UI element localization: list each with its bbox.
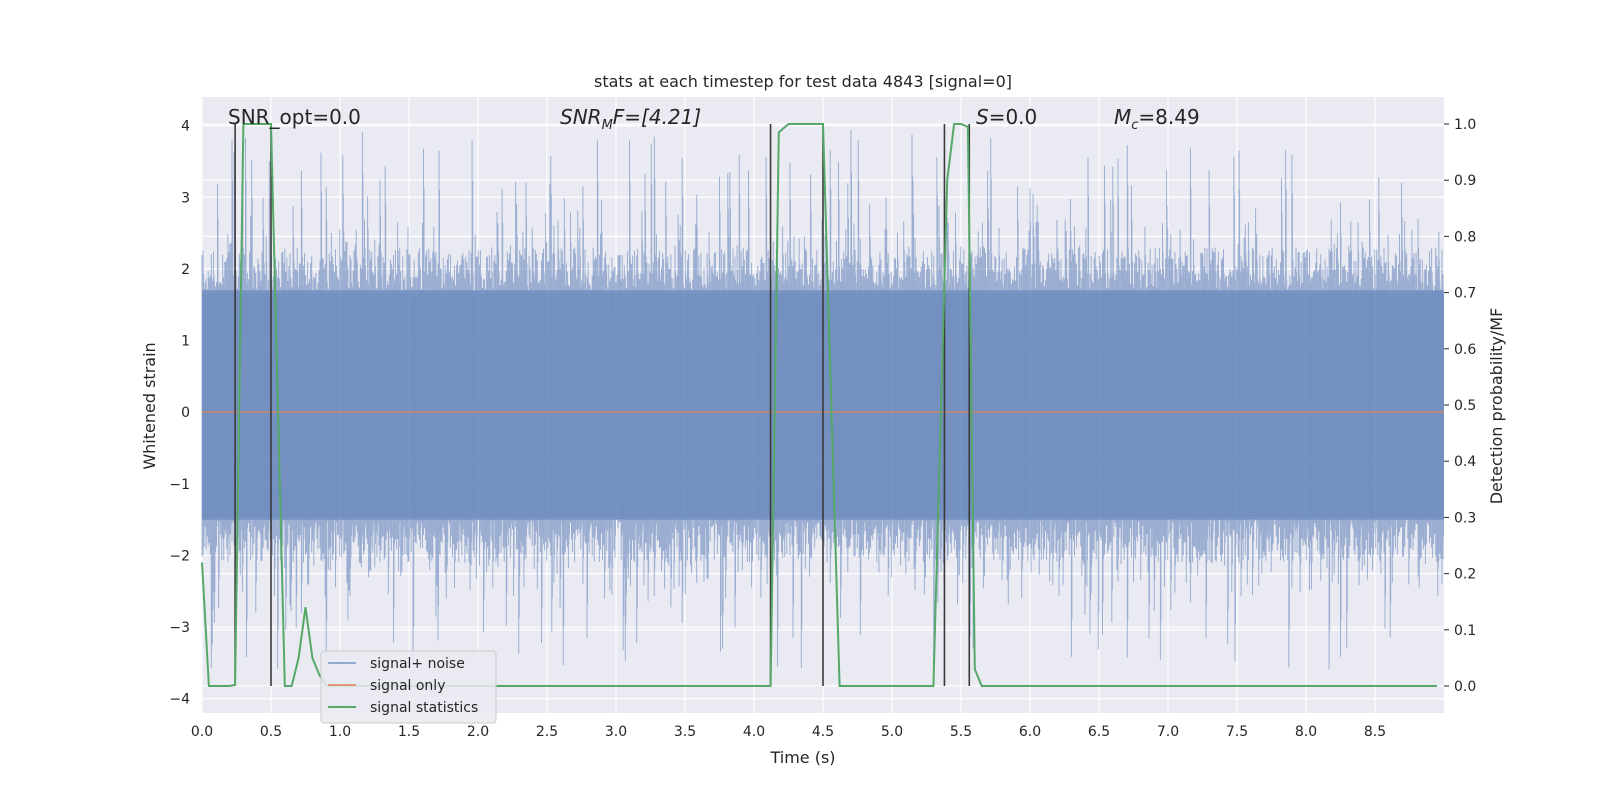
x-tick-label: 8.5 xyxy=(1364,724,1386,740)
y2-tick-label: 0.4 xyxy=(1454,454,1476,470)
x-axis-label: Time (s) xyxy=(769,748,835,767)
y-tick-label: −1 xyxy=(169,477,190,493)
x-tick-label: 3.5 xyxy=(674,724,696,740)
annotation-snr-opt: SNR_opt=0.0 xyxy=(228,105,361,129)
chart-title: stats at each timestep for test data 484… xyxy=(594,72,1012,91)
y2-tick-label: 1.0 xyxy=(1454,117,1476,133)
y2-tick-label: 0.1 xyxy=(1454,623,1476,639)
x-tick-label: 8.0 xyxy=(1295,724,1317,740)
y-tick-label: 2 xyxy=(181,262,190,278)
y2-tick-label: 0.8 xyxy=(1454,229,1476,245)
x-tick-label: 4.0 xyxy=(743,724,765,740)
y-tick-label: 1 xyxy=(181,334,190,350)
x-tick-label: 0.0 xyxy=(191,724,213,740)
y2-tick-label: 0.7 xyxy=(1454,286,1476,302)
x-tick-label: 6.5 xyxy=(1088,724,1110,740)
y-tick-label: 3 xyxy=(181,190,190,206)
y-axis-label: Whitened strain xyxy=(140,342,159,469)
y2-axis-label: Detection probability/MF xyxy=(1487,308,1506,505)
y-tick-label: −3 xyxy=(169,620,190,636)
y2-tick-label: 0.6 xyxy=(1454,342,1476,358)
annotation-snr-mf: SNRMF=[4.21] xyxy=(560,105,701,133)
annotation-s: S=0.0 xyxy=(976,105,1037,129)
y-axis-ticks: 4 3 2 1 0 −1 −2 −3 −4 xyxy=(169,119,190,708)
x-tick-label: 5.5 xyxy=(950,724,972,740)
y2-axis-ticks: 1.0 0.9 0.8 0.7 0.6 0.5 0.4 0.3 0.2 0.1 0.0 xyxy=(1444,117,1476,695)
y2-tick-label: 0.0 xyxy=(1454,679,1476,695)
x-tick-label: 5.0 xyxy=(881,724,903,740)
x-tick-label: 2.0 xyxy=(467,724,489,740)
signal-statistics-series xyxy=(201,123,1438,687)
legend-box xyxy=(320,650,497,724)
vertical-markers xyxy=(234,123,971,687)
x-tick-label: 6.0 xyxy=(1019,724,1041,740)
signal-statistics-line xyxy=(201,123,1438,687)
x-tick-label: 2.5 xyxy=(536,724,558,740)
x-tick-label: 1.5 xyxy=(398,724,420,740)
annotations: SNR_opt=0.0 SNRMF=[4.21] S=0.0 Mc=8.49 xyxy=(228,105,1200,133)
y-tick-label: 0 xyxy=(181,405,190,421)
x-tick-label: 0.5 xyxy=(260,724,282,740)
x-tick-label: 1.0 xyxy=(329,724,351,740)
x-tick-label: 7.5 xyxy=(1226,724,1248,740)
y2-tick-label: 0.2 xyxy=(1454,567,1476,583)
legend-label-signal-noise: signal+ noise xyxy=(370,656,465,672)
x-tick-label: 7.0 xyxy=(1157,724,1179,740)
legend-label-signal-only: signal only xyxy=(370,678,445,694)
x-axis-ticks: 0.0 0.5 1.0 1.5 2.0 2.5 3.0 3.5 4.0 4.5 5.0 5.5 6.0 6… xyxy=(191,724,1386,740)
y2-tick-label: 0.5 xyxy=(1454,398,1476,414)
y-tick-label: 4 xyxy=(181,119,190,135)
legend: signal+ noise signal only signal statist… xyxy=(320,650,497,724)
legend-label-signal-statistics: signal statistics xyxy=(370,700,478,716)
noise-trace xyxy=(201,130,1444,670)
x-tick-label: 4.5 xyxy=(812,724,834,740)
annotation-mc: Mc=8.49 xyxy=(1114,105,1200,133)
y-tick-label: −2 xyxy=(169,548,190,564)
y2-tick-label: 0.9 xyxy=(1454,173,1476,189)
y-tick-label: −4 xyxy=(169,692,190,708)
y2-tick-label: 0.3 xyxy=(1454,510,1476,526)
x-tick-label: 3.0 xyxy=(605,724,627,740)
